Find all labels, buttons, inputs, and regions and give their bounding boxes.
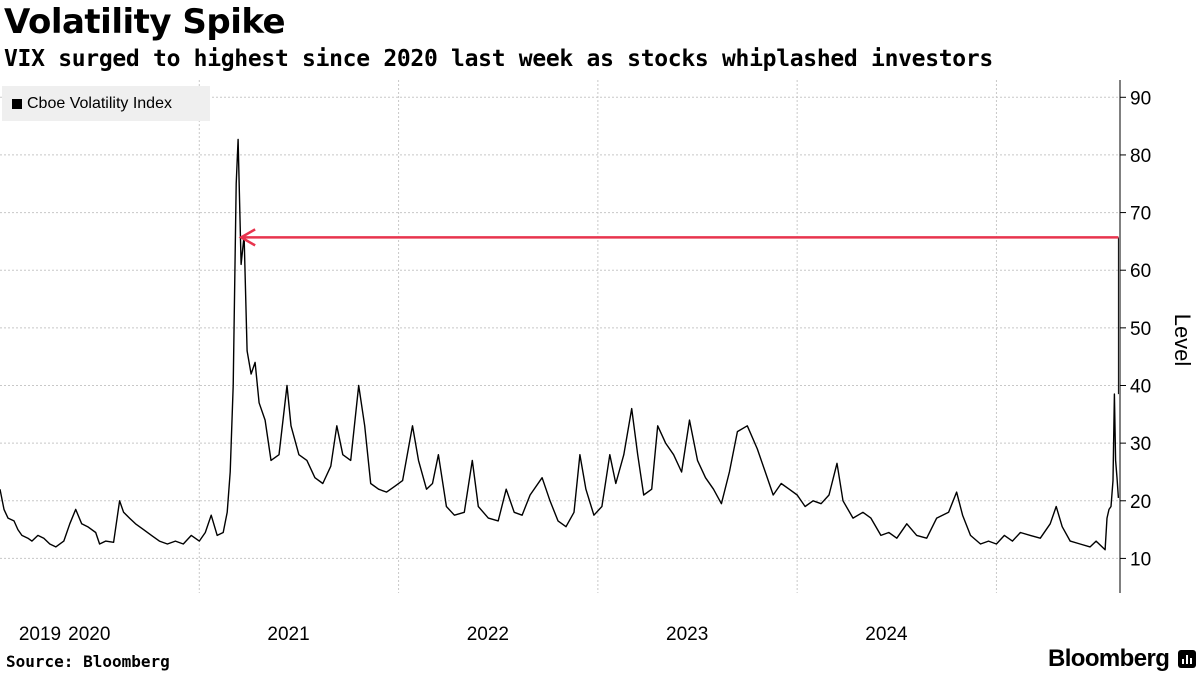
- ytick-label-30: 30: [1130, 434, 1151, 455]
- xtick-label-2023: 2023: [666, 624, 708, 645]
- y-axis-label: Level: [1170, 314, 1195, 367]
- ytick-label-40: 40: [1130, 376, 1151, 397]
- legend-label: Cboe Volatility Index: [27, 94, 172, 112]
- legend: Cboe Volatility Index: [2, 86, 210, 121]
- xtick-label-2024: 2024: [865, 624, 908, 645]
- xtick-label-2019: 2019: [19, 624, 61, 645]
- x-axis: 2019 2020 2021 2022 2023 2024: [19, 624, 908, 645]
- chart-title: Volatility Spike: [4, 2, 286, 42]
- ytick-label-20: 20: [1130, 492, 1151, 513]
- annotation-arrow-layer: [238, 228, 1119, 395]
- ytick-label-90: 90: [1130, 88, 1151, 109]
- legend-swatch: [12, 98, 22, 109]
- xtick-label-2022: 2022: [467, 624, 509, 645]
- ytick-label-80: 80: [1130, 146, 1151, 167]
- series-layer: [0, 138, 1120, 551]
- xtick-label-2020: 2020: [68, 624, 110, 645]
- bloomberg-logo: Bloomberg: [1048, 645, 1170, 672]
- ytick-label-70: 70: [1130, 204, 1151, 225]
- bloomberg-chart-icon: [1178, 650, 1196, 668]
- chart-subtitle: VIX surged to highest since 2020 last we…: [4, 46, 993, 72]
- ytick-label-60: 60: [1130, 261, 1151, 282]
- xtick-label-2021: 2021: [267, 624, 309, 645]
- ytick-label-50: 50: [1130, 319, 1151, 340]
- ytick-label-10: 10: [1130, 549, 1151, 570]
- source-note: Source: Bloomberg: [6, 652, 170, 671]
- series-line-vix: [0, 138, 1120, 551]
- vertical-gridlines: [198, 80, 997, 593]
- red-arrow-head: [238, 228, 256, 247]
- horizontal-gridlines: [0, 96, 1120, 559]
- y-axis: 10 20 30 40 50 60 70 80 90: [1119, 80, 1151, 593]
